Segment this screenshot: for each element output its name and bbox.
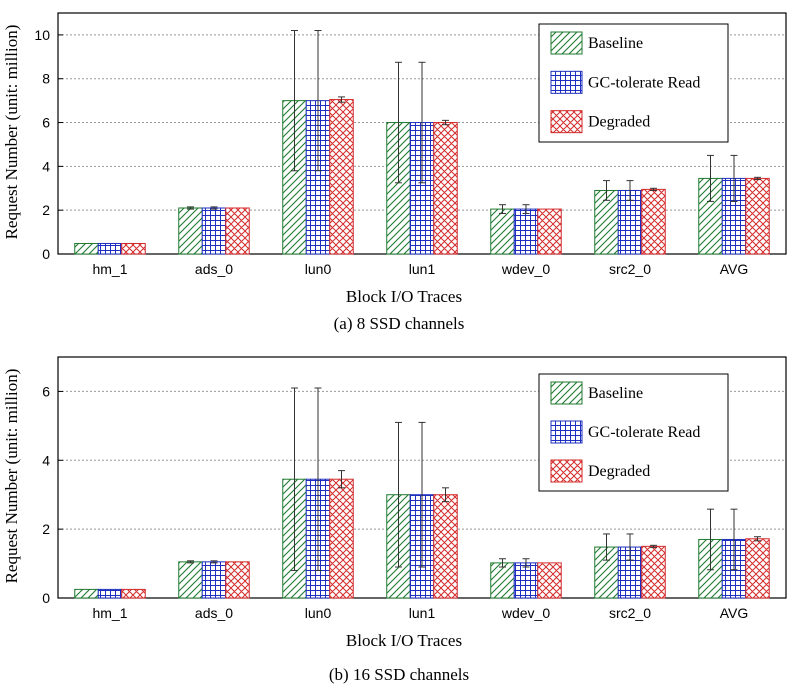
y-axis-label: Request Number (unit: million) [2, 25, 21, 240]
bar [513, 208, 539, 255]
bar [74, 588, 99, 599]
bar [74, 242, 99, 255]
bar [121, 242, 146, 255]
x-tick-label: lun1 [409, 605, 436, 621]
y-tick-label: 2 [42, 202, 50, 218]
x-axis-label: Block I/O Traces [346, 631, 462, 650]
legend-swatch [550, 420, 583, 444]
bar [537, 208, 562, 255]
legend-label: GC-tolerate Read [588, 74, 700, 91]
x-tick-label: wdev_0 [501, 261, 550, 277]
bar [433, 494, 458, 599]
bar [490, 562, 515, 599]
y-tick-label: 6 [42, 383, 50, 399]
x-tick-label: lun0 [305, 261, 332, 277]
legend-label: Degraded [588, 114, 650, 131]
bar [225, 207, 250, 255]
x-tick-label: ads_0 [195, 605, 233, 621]
x-tick-label: lun1 [409, 261, 436, 277]
y-tick-label: 6 [42, 115, 50, 131]
bar [745, 538, 770, 599]
bar [201, 561, 227, 599]
bar [201, 207, 227, 255]
legend-swatch [550, 110, 583, 134]
bar [97, 242, 123, 255]
bar [641, 188, 666, 255]
chart-caption: (b) 16 SSD channels [329, 665, 469, 684]
bar [225, 561, 250, 599]
x-tick-label: src2_0 [609, 605, 651, 621]
y-tick-label: 4 [42, 158, 50, 174]
x-tick-label: src2_0 [609, 261, 651, 277]
legend: Baseline GC-tolerate Read Degraded [538, 373, 729, 492]
bar [178, 207, 203, 255]
legend-label: Baseline [588, 385, 643, 402]
chart-caption: (a) 8 SSD channels [334, 314, 465, 333]
x-tick-label: wdev_0 [501, 605, 550, 621]
x-tick-label: AVG [720, 261, 749, 277]
y-tick-label: 4 [42, 452, 50, 468]
x-tick-label: lun0 [305, 605, 332, 621]
y-tick-label: 8 [42, 71, 50, 87]
bar [97, 588, 123, 599]
bar [490, 208, 515, 255]
bar [329, 478, 354, 599]
bar [513, 562, 539, 599]
y-tick-label: 10 [34, 27, 50, 43]
chart-panel-a: 0 2 4 6 8 10 hm_1 ads_0 lun0 lun1 wdev_0 src2_0 AVG B… [34, 12, 787, 277]
legend-swatch [550, 31, 583, 55]
x-axis-label: Block I/O Traces [346, 287, 462, 306]
x-tick-label: hm_1 [92, 605, 127, 621]
x-tick-label: hm_1 [92, 261, 127, 277]
bar [433, 122, 458, 255]
legend-label: Baseline [588, 35, 643, 52]
bar [329, 99, 354, 255]
chart-panel-b: 0 2 4 6 hm_1 ads_0 lun0 lun1 wdev_0 src2_0 AVG Base… [42, 356, 787, 621]
legend-label: GC-tolerate Read [588, 424, 700, 441]
y-axis-label: Request Number (unit: million) [2, 369, 21, 584]
bar [745, 177, 770, 255]
y-tick-label: 0 [42, 590, 50, 606]
y-tick-label: 2 [42, 521, 50, 537]
legend-swatch [550, 459, 583, 483]
legend-label: Degraded [588, 463, 650, 480]
legend-swatch [550, 381, 583, 405]
legend: Baseline GC-tolerate Read Degraded [538, 23, 729, 143]
x-tick-label: ads_0 [195, 261, 233, 277]
legend-swatch [550, 70, 583, 94]
y-tick-label: 0 [42, 246, 50, 262]
bar [121, 588, 146, 599]
bar [178, 561, 203, 599]
bar [537, 562, 562, 599]
x-tick-label: AVG [720, 605, 749, 621]
bar [641, 545, 666, 599]
